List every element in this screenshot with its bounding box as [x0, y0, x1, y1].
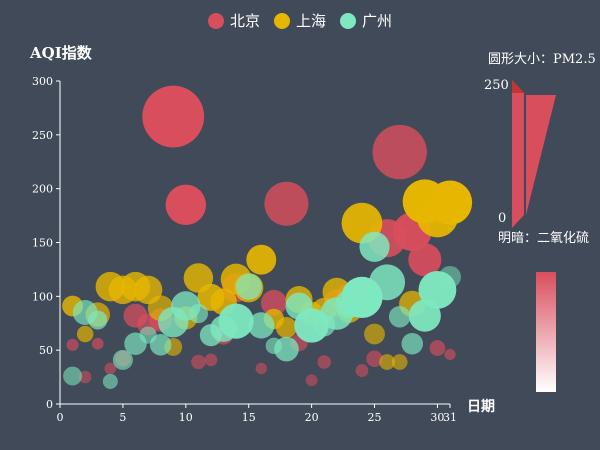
- scatter-point-guangzhou[interactable]: [112, 349, 133, 370]
- y-tick-label: 100: [32, 290, 53, 303]
- legend-item-guangzhou[interactable]: 广州: [340, 10, 392, 31]
- y-tick-label: 0: [46, 398, 53, 411]
- scatter-point-guangzhou[interactable]: [248, 312, 275, 339]
- legend-dot-guangzhou: [340, 12, 356, 29]
- scatter-point-shanghai[interactable]: [427, 180, 473, 225]
- scatter-point-guangzhou[interactable]: [188, 303, 209, 324]
- scatter-point-guangzhou[interactable]: [401, 332, 424, 355]
- y-tick-label: 300: [32, 75, 53, 88]
- scatter-point-beijing[interactable]: [66, 338, 79, 351]
- scatter-point-shanghai[interactable]: [364, 323, 385, 345]
- scatter-point-guangzhou[interactable]: [102, 373, 118, 389]
- size-visualmap-handle-max[interactable]: [512, 80, 524, 93]
- scatter-point-beijing[interactable]: [372, 124, 427, 180]
- legend-dot-shanghai: [273, 12, 290, 29]
- scatter-point-guangzhou[interactable]: [274, 336, 299, 362]
- scatter-point-beijing[interactable]: [305, 374, 318, 387]
- scatter-point-shanghai[interactable]: [379, 354, 395, 370]
- opacity-visualmap-bar[interactable]: [536, 272, 556, 392]
- scatter-point-guangzhou[interactable]: [63, 366, 83, 386]
- y-tick-label: 250: [32, 129, 53, 142]
- size-visualmap-handle-min: [512, 80, 524, 228]
- legend-label-shanghai: 上海: [295, 12, 326, 30]
- x-axis-title: 日期: [467, 399, 495, 415]
- size-visualmap-bar[interactable]: [526, 95, 556, 215]
- scatter-point-guangzhou[interactable]: [388, 306, 411, 328]
- x-tick-label: 5: [119, 411, 126, 424]
- scatter-point-shanghai[interactable]: [76, 325, 94, 343]
- y-tick-label: 200: [32, 183, 53, 196]
- legend-label-guangzhou: 广州: [362, 12, 393, 30]
- scatter-point-beijing[interactable]: [260, 289, 287, 316]
- scatter-point-beijing[interactable]: [191, 354, 206, 370]
- scatter-point-beijing[interactable]: [204, 353, 218, 367]
- opacity-visualmap-title: 明暗：二氧化硫: [498, 231, 590, 246]
- scatter-point-guangzhou[interactable]: [218, 303, 254, 339]
- scatter-point-beijing[interactable]: [142, 85, 205, 148]
- size-visualmap-title: 圆形大小：PM2.5: [488, 52, 596, 67]
- x-tick-label: 10: [179, 411, 193, 424]
- y-tick-label: 150: [32, 237, 53, 250]
- x-tick-label: 31: [443, 411, 457, 424]
- legend-item-beijing[interactable]: 北京: [207, 10, 260, 31]
- y-tick-label: 50: [39, 344, 53, 357]
- scatter-point-shanghai[interactable]: [275, 317, 297, 339]
- x-tick-label: 20: [305, 411, 319, 424]
- size-visualmap-min: 0: [498, 211, 507, 226]
- legend: 北京 上海 广州: [0, 10, 600, 31]
- scatter-point-beijing[interactable]: [408, 243, 442, 277]
- x-tick-label: 0: [57, 411, 64, 424]
- size-visualmap-max: 250: [484, 78, 509, 93]
- scatter-point-shanghai[interactable]: [391, 354, 408, 370]
- scatter-point-beijing[interactable]: [78, 370, 92, 384]
- scatter-point-beijing[interactable]: [366, 350, 383, 368]
- scatter-point-beijing[interactable]: [104, 362, 117, 375]
- scatter-point-beijing[interactable]: [255, 362, 268, 375]
- scatter-point-shanghai[interactable]: [246, 244, 277, 275]
- y-axis-title: AQI指数: [30, 44, 92, 62]
- scatter-point-guangzhou[interactable]: [149, 334, 172, 356]
- scatter-point-guangzhou[interactable]: [439, 265, 461, 288]
- x-tick-label: 15: [242, 411, 256, 424]
- x-tick-label: 30: [430, 411, 444, 424]
- scatter-point-beijing[interactable]: [264, 181, 309, 226]
- scatter-point-beijing[interactable]: [91, 337, 104, 350]
- x-tick-label: 25: [368, 411, 382, 424]
- scatter-point-beijing[interactable]: [444, 348, 456, 361]
- legend-dot-beijing: [207, 12, 224, 29]
- scatter-point-guangzhou[interactable]: [88, 310, 108, 330]
- scatter-point-guangzhou[interactable]: [369, 264, 406, 301]
- scatter-point-guangzhou[interactable]: [359, 231, 390, 262]
- scatter-point-beijing[interactable]: [429, 340, 446, 356]
- legend-item-shanghai[interactable]: 上海: [273, 10, 326, 31]
- scatter-point-beijing[interactable]: [317, 355, 331, 369]
- scatter-point-beijing[interactable]: [165, 184, 207, 226]
- legend-label-beijing: 北京: [229, 12, 260, 30]
- scatter-point-guangzhou[interactable]: [235, 273, 262, 300]
- scatter-point-beijing[interactable]: [355, 364, 369, 378]
